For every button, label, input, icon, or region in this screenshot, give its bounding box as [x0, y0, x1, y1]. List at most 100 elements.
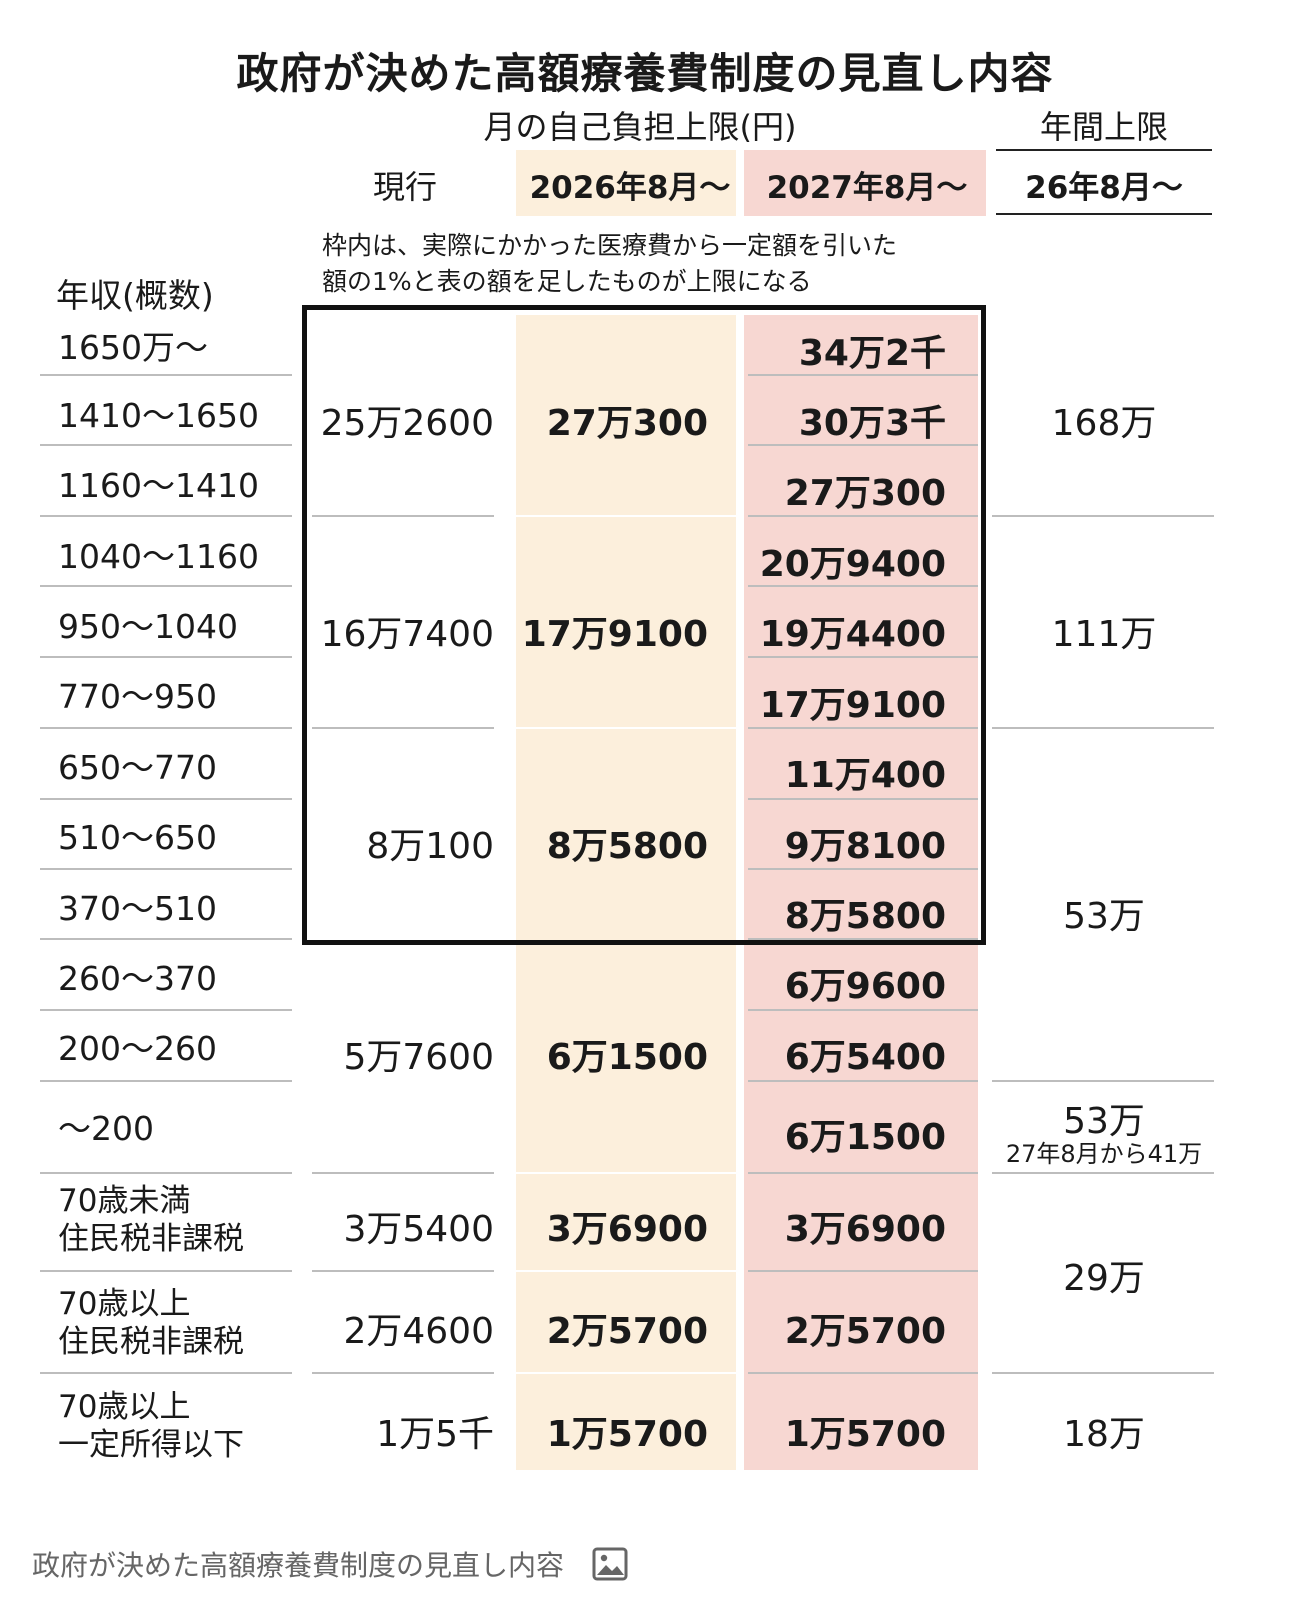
group-divider	[992, 515, 1214, 517]
page-title: 政府が決めた高額療養費制度の見直し内容	[236, 49, 1054, 98]
aug2026-value: 3万6900	[546, 1209, 708, 1250]
group-divider	[992, 727, 1214, 729]
aug2026-value: 17万9100	[521, 614, 708, 655]
aug2026-value: 1万5700	[546, 1414, 708, 1455]
image-caption: 政府が決めた高額療養費制度の見直し内容	[32, 1544, 629, 1589]
note-text: 枠内は、実際にかかった医療費から一定額を引いた 額の1%と表の額を足したものが上…	[322, 228, 1022, 300]
income-label: ～200	[58, 1109, 154, 1148]
income-label: 650～770	[58, 748, 217, 787]
row-divider	[748, 727, 978, 729]
row-divider	[748, 938, 978, 940]
special-row-label: 70歳未満 住民税非課税	[58, 1183, 244, 1257]
caption-text: 政府が決めた高額療養費制度の見直し内容	[32, 1549, 565, 1582]
group-divider	[516, 515, 736, 517]
annual-note: 27年8月から41万	[1005, 1140, 1203, 1168]
current-value: 2万4600	[343, 1311, 494, 1352]
image-icon[interactable]	[591, 1546, 629, 1589]
aug2027-value: 6万1500	[784, 1117, 946, 1158]
current-value: 25万2600	[320, 403, 494, 444]
annual-value: 29万	[1063, 1258, 1145, 1299]
row-divider	[40, 1270, 292, 1272]
aug2027-value: 11万400	[784, 755, 946, 796]
row-divider	[748, 1270, 978, 1272]
aug2027-value: 9万8100	[784, 826, 946, 867]
group-divider	[312, 1372, 494, 1374]
income-label: 770～950	[58, 677, 217, 716]
header-aug2026: 2026年8月～	[529, 170, 731, 206]
header-aug2027: 2027年8月～	[766, 170, 968, 206]
row-divider	[748, 868, 978, 870]
income-label: 370～510	[58, 889, 217, 928]
income-label: 1040～1160	[58, 537, 259, 576]
row-divider	[748, 585, 978, 587]
group-divider	[312, 1172, 494, 1174]
aug2026-value: 8万5800	[546, 826, 708, 867]
income-label: 1410～1650	[58, 396, 259, 435]
aug2027-value: 8万5800	[784, 896, 946, 937]
monthly-group-header: 月の自己負担上限(円)	[483, 108, 797, 146]
column-body-2027	[744, 315, 978, 1470]
annual-value: 168万	[1051, 403, 1157, 444]
annual-group-header: 年間上限	[1039, 108, 1168, 146]
annual-value: 18万	[1063, 1414, 1145, 1455]
annual-value: 53万	[1063, 1101, 1145, 1142]
aug2026-value: 6万1500	[546, 1037, 708, 1078]
group-divider	[516, 1270, 736, 1272]
current-value: 8万100	[366, 826, 494, 867]
row-divider	[40, 374, 292, 376]
row-divider	[40, 656, 292, 658]
row-divider	[40, 1372, 292, 1374]
aug2027-value: 30万3千	[798, 403, 946, 444]
row-divider	[748, 515, 978, 517]
aug2027-value: 6万9600	[784, 966, 946, 1007]
row-divider	[40, 938, 292, 940]
group-divider	[516, 1172, 736, 1174]
aug2026-value: 2万5700	[546, 1311, 708, 1352]
group-divider	[516, 1372, 736, 1374]
row-divider	[748, 798, 978, 800]
aug2026-value: 27万300	[546, 403, 708, 444]
income-label: 1650万～	[58, 328, 208, 367]
row-divider	[40, 727, 292, 729]
aug2027-value: 1万5700	[784, 1414, 946, 1455]
aug2027-value: 3万6900	[784, 1209, 946, 1250]
group-divider	[312, 515, 494, 517]
income-label: 200～260	[58, 1029, 217, 1068]
row-divider	[40, 585, 292, 587]
row-divider	[748, 1172, 978, 1174]
annual-value: 53万	[1063, 896, 1145, 937]
current-value: 3万5400	[343, 1209, 494, 1250]
row-divider	[40, 1080, 292, 1082]
aug2027-value: 2万5700	[784, 1311, 946, 1352]
column-body-2026	[516, 315, 736, 1470]
note-line-1: 枠内は、実際にかかった医療費から一定額を引いた	[322, 231, 898, 260]
row-divider	[40, 444, 292, 446]
aug2027-value: 34万2千	[798, 333, 946, 374]
group-divider	[992, 1172, 1214, 1174]
annual-header-bottom-rule	[996, 213, 1212, 215]
group-divider	[312, 727, 494, 729]
annual-header-rule	[996, 149, 1212, 151]
row-divider	[40, 868, 292, 870]
header-annual-from: 26年8月～	[1025, 170, 1183, 206]
column-band-2027	[744, 150, 986, 216]
income-label: 1160～1410	[58, 466, 259, 505]
annual-value: 111万	[1051, 614, 1157, 655]
income-label: 510～650	[58, 818, 217, 857]
aug2027-value: 27万300	[784, 473, 946, 514]
group-divider	[992, 1080, 1214, 1082]
row-divider	[748, 1009, 978, 1011]
row-divider	[748, 656, 978, 658]
special-row-label: 70歳以上 住民税非課税	[58, 1286, 244, 1360]
column-band-2026	[516, 150, 736, 216]
row-divider	[40, 798, 292, 800]
current-value: 16万7400	[320, 614, 494, 655]
income-label: 950～1040	[58, 607, 238, 646]
row-divider	[748, 1372, 978, 1374]
aug2027-value: 19万4400	[759, 614, 946, 655]
aug2027-value: 6万5400	[784, 1037, 946, 1078]
row-divider	[40, 515, 292, 517]
group-divider	[516, 727, 736, 729]
header-current: 現行	[372, 168, 437, 206]
row-divider	[40, 1172, 292, 1174]
